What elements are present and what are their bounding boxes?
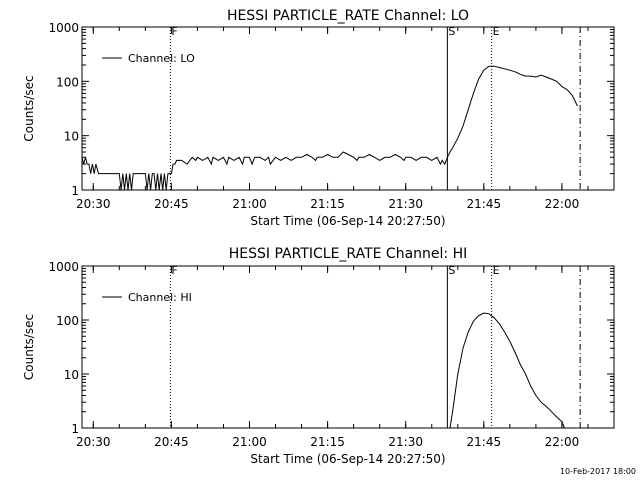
y-tick-label: 1 <box>71 184 79 198</box>
x-tick-label: 21:30 <box>388 197 423 211</box>
chart-title: HESSI PARTICLE_RATE Channel: LO <box>227 8 469 24</box>
x-tick-label: 21:45 <box>467 197 502 211</box>
x-tick-label: 20:30 <box>76 197 111 211</box>
x-tick-label: 21:15 <box>310 197 345 211</box>
event-marker-label: F <box>171 264 177 277</box>
event-marker-label: S <box>448 264 455 277</box>
y-tick-label: 10 <box>64 130 79 144</box>
y-tick-label: 1000 <box>48 21 79 35</box>
legend-label: Channel: HI <box>128 291 192 304</box>
y-tick-label: 10 <box>64 368 79 382</box>
event-marker-label: S <box>448 25 455 38</box>
x-tick-label: 20:45 <box>154 197 189 211</box>
y-tick-label: 1 <box>71 422 79 436</box>
event-marker-label: E <box>493 25 500 38</box>
chart-title: HESSI PARTICLE_RATE Channel: HI <box>229 246 467 262</box>
plot-frame <box>81 265 615 429</box>
legend-label: Channel: LO <box>128 52 195 65</box>
series-line <box>449 312 565 429</box>
x-tick-label: 21:00 <box>232 435 267 449</box>
y-tick-label: 100 <box>56 75 79 89</box>
event-marker-label: F <box>171 25 177 38</box>
x-tick-label: 21:30 <box>388 435 423 449</box>
chart-panel-lo: HESSI PARTICLE_RATE Channel: LO Counts/se… <box>22 8 615 228</box>
x-tick-label: 22:00 <box>545 197 580 211</box>
event-marker-label: E <box>493 264 500 277</box>
chart-panel-hi: HESSI PARTICLE_RATE Channel: HI Counts/se… <box>22 246 615 466</box>
series-line <box>81 65 578 191</box>
x-axis-label: Start Time (06-Sep-14 20:27:50) <box>250 214 445 228</box>
x-tick-label: 22:00 <box>545 435 580 449</box>
plot-frame <box>81 26 615 191</box>
x-tick-label: 20:30 <box>76 435 111 449</box>
x-tick-label: 20:45 <box>154 435 189 449</box>
x-tick-label: 21:45 <box>467 435 502 449</box>
y-tick-label: 100 <box>56 314 79 328</box>
x-tick-label: 21:00 <box>232 197 267 211</box>
y-axis-label: Counts/sec <box>22 314 36 380</box>
x-axis-label: Start Time (06-Sep-14 20:27:50) <box>250 452 445 466</box>
y-axis-label: Counts/sec <box>22 75 36 141</box>
y-tick-label: 1000 <box>48 260 79 274</box>
footer-date: 10-Feb-2017 18:00 <box>560 467 636 476</box>
x-tick-label: 21:15 <box>310 435 345 449</box>
